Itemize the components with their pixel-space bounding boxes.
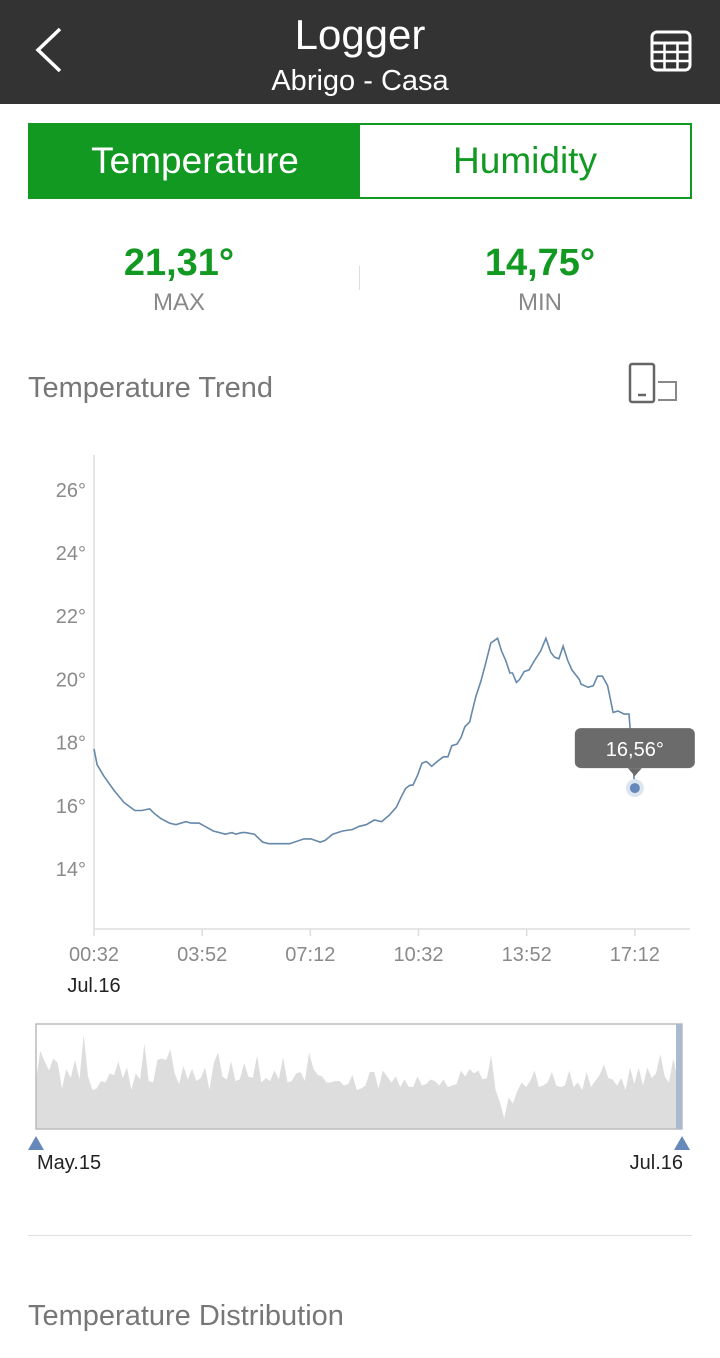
temperature-trend-chart[interactable]: 26° 24° 22° 20° 18° 16° 14° 00:32 03:52 07:12 10:3… (0, 440, 720, 1010)
tab-temperature[interactable]: Temperature (30, 125, 360, 197)
rotate-screen-button[interactable] (624, 360, 684, 410)
tooltip-value: 16,56° (606, 739, 664, 761)
metric-tabs: Temperature Humidity (28, 123, 692, 199)
y-tick-label: 18° (56, 733, 86, 755)
x-tick-label: 03:52 (177, 944, 227, 966)
table-view-button[interactable] (644, 26, 698, 76)
max-stat: 21,31° MAX (29, 240, 329, 318)
x-tick-label: 07:12 (285, 944, 335, 966)
x-tick-label: 00:32 (69, 944, 119, 966)
table-grid-icon (650, 30, 692, 72)
distribution-section-title: Temperature Distribution (28, 1300, 344, 1332)
chevron-left-icon (35, 27, 62, 73)
trend-section-title: Temperature Trend (28, 372, 274, 404)
stat-divider (359, 266, 360, 290)
x-tick-label: 17:12 (610, 944, 660, 966)
page-subtitle: Abrigo - Casa (271, 65, 449, 97)
max-label: MAX (152, 289, 205, 316)
y-tick-label: 14° (56, 859, 86, 881)
tooltip-pointer (627, 768, 642, 777)
range-start-label: May.15 (37, 1152, 102, 1174)
section-divider (28, 1235, 692, 1236)
tab-humidity[interactable]: Humidity (360, 125, 690, 197)
page-title: Logger (294, 11, 426, 58)
y-tick-label: 16° (56, 796, 86, 818)
y-tick-label: 26° (56, 480, 86, 502)
back-button[interactable] (22, 22, 78, 78)
range-selection-edge (676, 1024, 682, 1129)
rotate-screen-icon (628, 362, 677, 404)
y-tick-label: 24° (56, 543, 86, 565)
x-tick-label: 13:52 (502, 944, 552, 966)
max-value: 21,31° (123, 242, 235, 284)
tooltip-marker-point (629, 783, 640, 794)
x-tick-label: 10:32 (393, 944, 443, 966)
range-start-handle (28, 1136, 44, 1150)
y-tick-label: 22° (56, 606, 86, 628)
tooltip-box (574, 728, 695, 769)
temperature-series-line (93, 636, 636, 845)
min-value: 14,75° (484, 242, 596, 284)
app-header: Logger Abrigo - Casa (0, 0, 720, 104)
date-label: Jul.16 (67, 975, 120, 997)
min-stat: 14,75° MIN (390, 240, 690, 318)
date-range-selector[interactable] (0, 1010, 720, 1150)
range-area (36, 1034, 682, 1129)
range-end-label: Jul.16 (629, 1152, 683, 1174)
min-label: MIN (518, 289, 562, 316)
range-end-handle (674, 1136, 690, 1150)
y-tick-label: 20° (56, 669, 86, 691)
